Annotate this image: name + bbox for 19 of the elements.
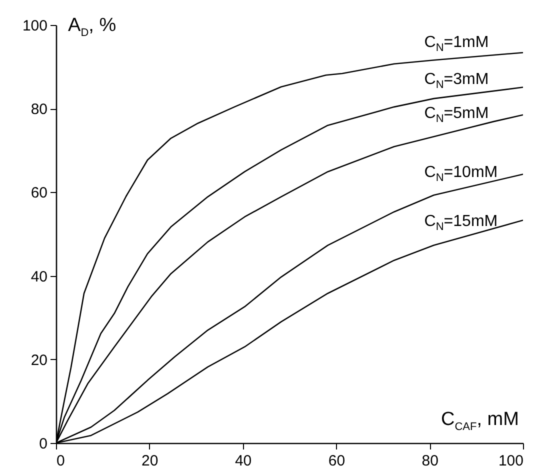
y-tick-label: 100 (22, 18, 48, 34)
series-label: C$_{N}$=1mM (424, 34, 489, 54)
series-label: C$_{N}$=10mM (424, 164, 498, 185)
x-tick-label: 0 (56, 452, 65, 470)
x-tick-label: 60 (328, 452, 346, 470)
series-label: C$_{N}$=5mM (424, 105, 489, 126)
x-tick-label: 100 (498, 452, 524, 470)
y-axis-title: A$_{D}$, % (68, 15, 116, 39)
x-axis-title: C$_{CAF}$, mM (441, 409, 519, 433)
x-tick-label: 40 (234, 452, 252, 470)
series-label: C$_{N}$=3mM (424, 70, 489, 92)
x-tick-label: 80 (422, 452, 438, 470)
y-tick-label: 40 (30, 268, 48, 286)
x-tick-label: 20 (142, 452, 158, 470)
y-tick-label: 0 (39, 436, 48, 452)
series-label: C$_{N}$=15mM (424, 213, 498, 234)
y-tick-label: 60 (30, 184, 48, 202)
y-tick-label: 20 (30, 352, 48, 369)
y-tick-label: 80 (30, 101, 48, 118)
